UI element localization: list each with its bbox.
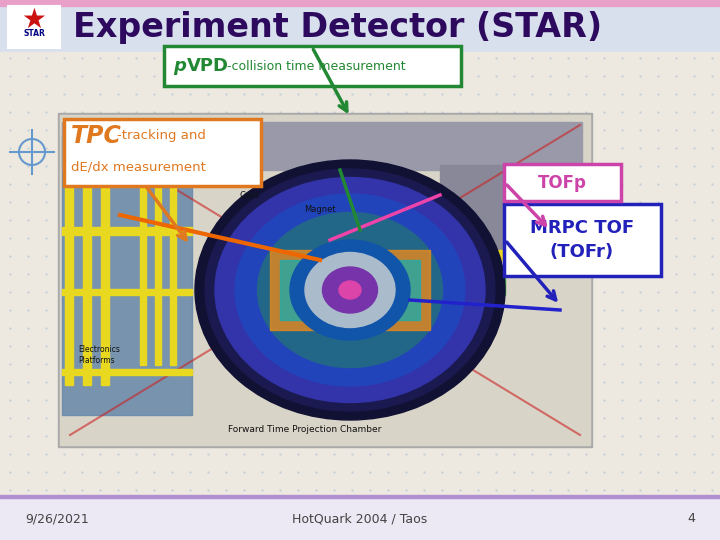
Text: MRPC TOF
(TOFr): MRPC TOF (TOFr): [530, 219, 634, 261]
Text: -collision time measurement: -collision time measurement: [227, 59, 405, 72]
Bar: [280, 260, 420, 320]
Bar: [270, 250, 430, 330]
Text: Forward Time Projection Chamber: Forward Time Projection Chamber: [228, 424, 382, 434]
Text: 4: 4: [687, 512, 695, 525]
Bar: [58, 113, 592, 447]
Text: Electronics
Platforms: Electronics Platforms: [78, 345, 120, 364]
Bar: [550, 215, 580, 270]
Text: VPD: VPD: [187, 57, 229, 75]
Bar: [62, 227, 192, 235]
Text: TPC: TPC: [71, 124, 122, 148]
Bar: [60, 115, 590, 445]
Bar: [0, 498, 720, 540]
Bar: [440, 250, 588, 260]
Ellipse shape: [339, 281, 361, 299]
Bar: [550, 228, 580, 230]
Bar: [65, 145, 73, 385]
Text: -tracking and: -tracking and: [117, 130, 206, 143]
Bar: [62, 369, 192, 375]
Ellipse shape: [235, 194, 465, 386]
Bar: [550, 238, 580, 240]
Bar: [0, 0, 720, 6]
Ellipse shape: [258, 213, 443, 368]
Text: Magnet: Magnet: [304, 206, 336, 214]
Text: STAR Detector: STAR Detector: [140, 128, 228, 138]
Bar: [101, 145, 109, 385]
Ellipse shape: [195, 160, 505, 420]
Bar: [550, 248, 580, 250]
FancyBboxPatch shape: [64, 119, 261, 186]
FancyBboxPatch shape: [504, 204, 661, 276]
Text: dE/dx measurement: dE/dx measurement: [71, 160, 206, 173]
Bar: [0, 52, 720, 495]
Ellipse shape: [215, 178, 485, 402]
Bar: [62, 135, 192, 415]
Bar: [62, 122, 582, 170]
Bar: [0, 495, 720, 498]
Bar: [550, 268, 580, 270]
Bar: [170, 155, 176, 365]
Bar: [0, 0, 720, 52]
Bar: [155, 155, 161, 365]
Ellipse shape: [290, 240, 410, 340]
Text: Experiment Detector (STAR): Experiment Detector (STAR): [73, 10, 602, 44]
Bar: [550, 258, 580, 260]
Text: ★: ★: [22, 6, 46, 34]
Text: HotQuark 2004 / Taos: HotQuark 2004 / Taos: [292, 512, 428, 525]
Ellipse shape: [323, 267, 377, 313]
FancyBboxPatch shape: [504, 164, 621, 201]
Text: Coils: Coils: [240, 191, 260, 199]
Text: p: p: [173, 57, 186, 75]
Bar: [62, 135, 192, 415]
Bar: [62, 289, 192, 295]
Text: STAR: STAR: [23, 30, 45, 38]
Text: TOFp: TOFp: [538, 174, 586, 192]
Text: 9/26/2021: 9/26/2021: [25, 512, 89, 525]
FancyBboxPatch shape: [164, 46, 461, 86]
Ellipse shape: [205, 169, 495, 411]
Bar: [83, 145, 91, 385]
Bar: [480, 270, 505, 295]
Bar: [140, 155, 146, 365]
Bar: [8, 6, 60, 48]
Ellipse shape: [305, 253, 395, 327]
Bar: [440, 165, 588, 255]
